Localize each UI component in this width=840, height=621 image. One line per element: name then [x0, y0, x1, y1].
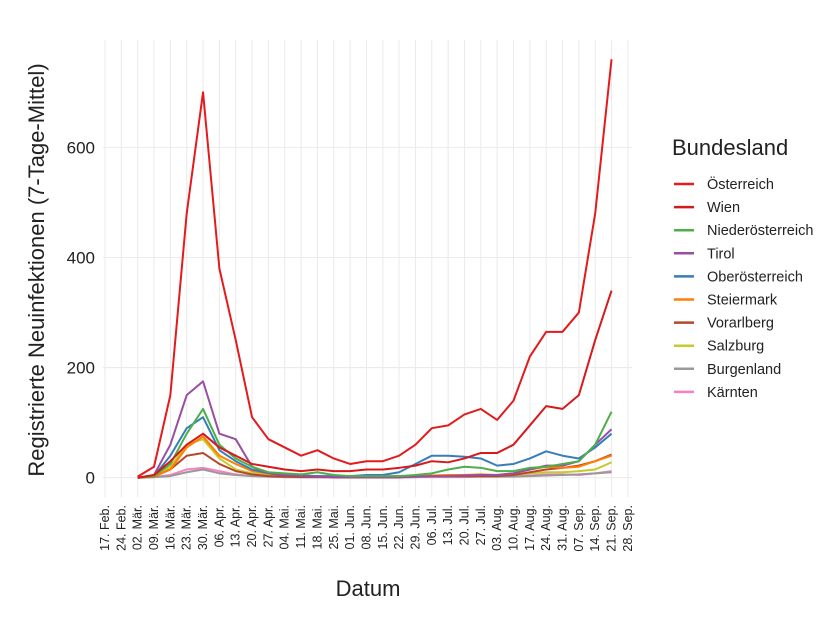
y-tick-label: 400: [67, 248, 95, 267]
x-tick-label: 18. Mai.: [310, 505, 324, 549]
y-axis-label: Registrierte Neuinfektionen (7-Tage-Mitt…: [24, 63, 49, 476]
legend-label: Tirol: [707, 246, 735, 262]
x-tick-label: 08. Jun.: [359, 505, 373, 549]
x-tick-label: 24. Aug.: [539, 505, 553, 551]
x-tick-label: 17. Aug.: [523, 505, 537, 551]
x-tick-label: 09. Mär.: [147, 505, 161, 550]
x-tick-label: 06. Apr.: [212, 505, 226, 547]
x-tick-label: 23. Mär.: [180, 505, 194, 550]
y-tick-label: 0: [86, 469, 95, 488]
x-tick-label: 20. Jul.: [457, 505, 471, 545]
line: [137, 407, 613, 479]
line: [137, 438, 612, 479]
legend-label: Wien: [707, 200, 740, 216]
y-tick-label: 200: [67, 359, 95, 378]
x-axis-label: Datum: [336, 576, 401, 601]
x-tick-label: 04. Mai.: [278, 505, 292, 549]
legend-label: Oberösterreich: [707, 269, 803, 285]
legend-label: Österreich: [707, 175, 774, 193]
x-tick-label: 28. Sep.: [621, 505, 635, 552]
x-tick-label: 16. Mär.: [163, 505, 177, 550]
x-tick-label: 11. Mai.: [294, 505, 308, 549]
x-tick-label: 17. Feb.: [98, 505, 112, 551]
legend-label: Burgenland: [707, 362, 781, 378]
x-tick-label: 27. Jul.: [474, 505, 488, 545]
x-tick-label: 07. Sep.: [572, 505, 586, 552]
x-tick-label: 13. Apr.: [229, 505, 243, 547]
x-tick-label: 30. Mär.: [196, 505, 210, 550]
x-tick-label: 02. Mär.: [131, 505, 145, 550]
legend-label: Niederösterreich: [707, 223, 813, 239]
line: [137, 290, 613, 479]
x-tick-label: 15. Jun.: [376, 505, 390, 549]
x-tick-label: 01. Jun.: [343, 505, 357, 549]
x-tick-label: 03. Aug.: [490, 505, 504, 551]
x-tick-label: 31. Aug.: [556, 505, 570, 551]
x-tick-label: 22. Jun.: [392, 505, 406, 549]
x-tick-label: 10. Aug.: [507, 505, 521, 551]
x-tick-label: 13. Jul.: [441, 505, 455, 545]
x-tick-label: 21. Sep.: [605, 505, 619, 552]
legend-label: Steiermark: [707, 293, 778, 309]
x-tick-label: 14. Sep.: [588, 505, 602, 552]
legend-label: Kärnten: [707, 385, 758, 401]
y-tick-label: 600: [67, 138, 95, 157]
grid: [103, 40, 632, 497]
legend-title: Bundesland: [672, 135, 788, 160]
x-tick-label: 24. Feb.: [114, 505, 128, 551]
legend-label: Vorarlberg: [707, 316, 774, 332]
legend-label: Salzburg: [707, 339, 764, 355]
line: [137, 59, 613, 478]
x-tick-label: 25. Mai.: [327, 505, 341, 549]
x-tick-label: 20. Apr.: [245, 505, 259, 547]
x-tick-label: 06. Jul.: [425, 505, 439, 545]
x-tick-label: 27. Apr.: [261, 505, 275, 547]
line: [137, 380, 613, 479]
x-tick-label: 29. Jun.: [408, 505, 422, 549]
